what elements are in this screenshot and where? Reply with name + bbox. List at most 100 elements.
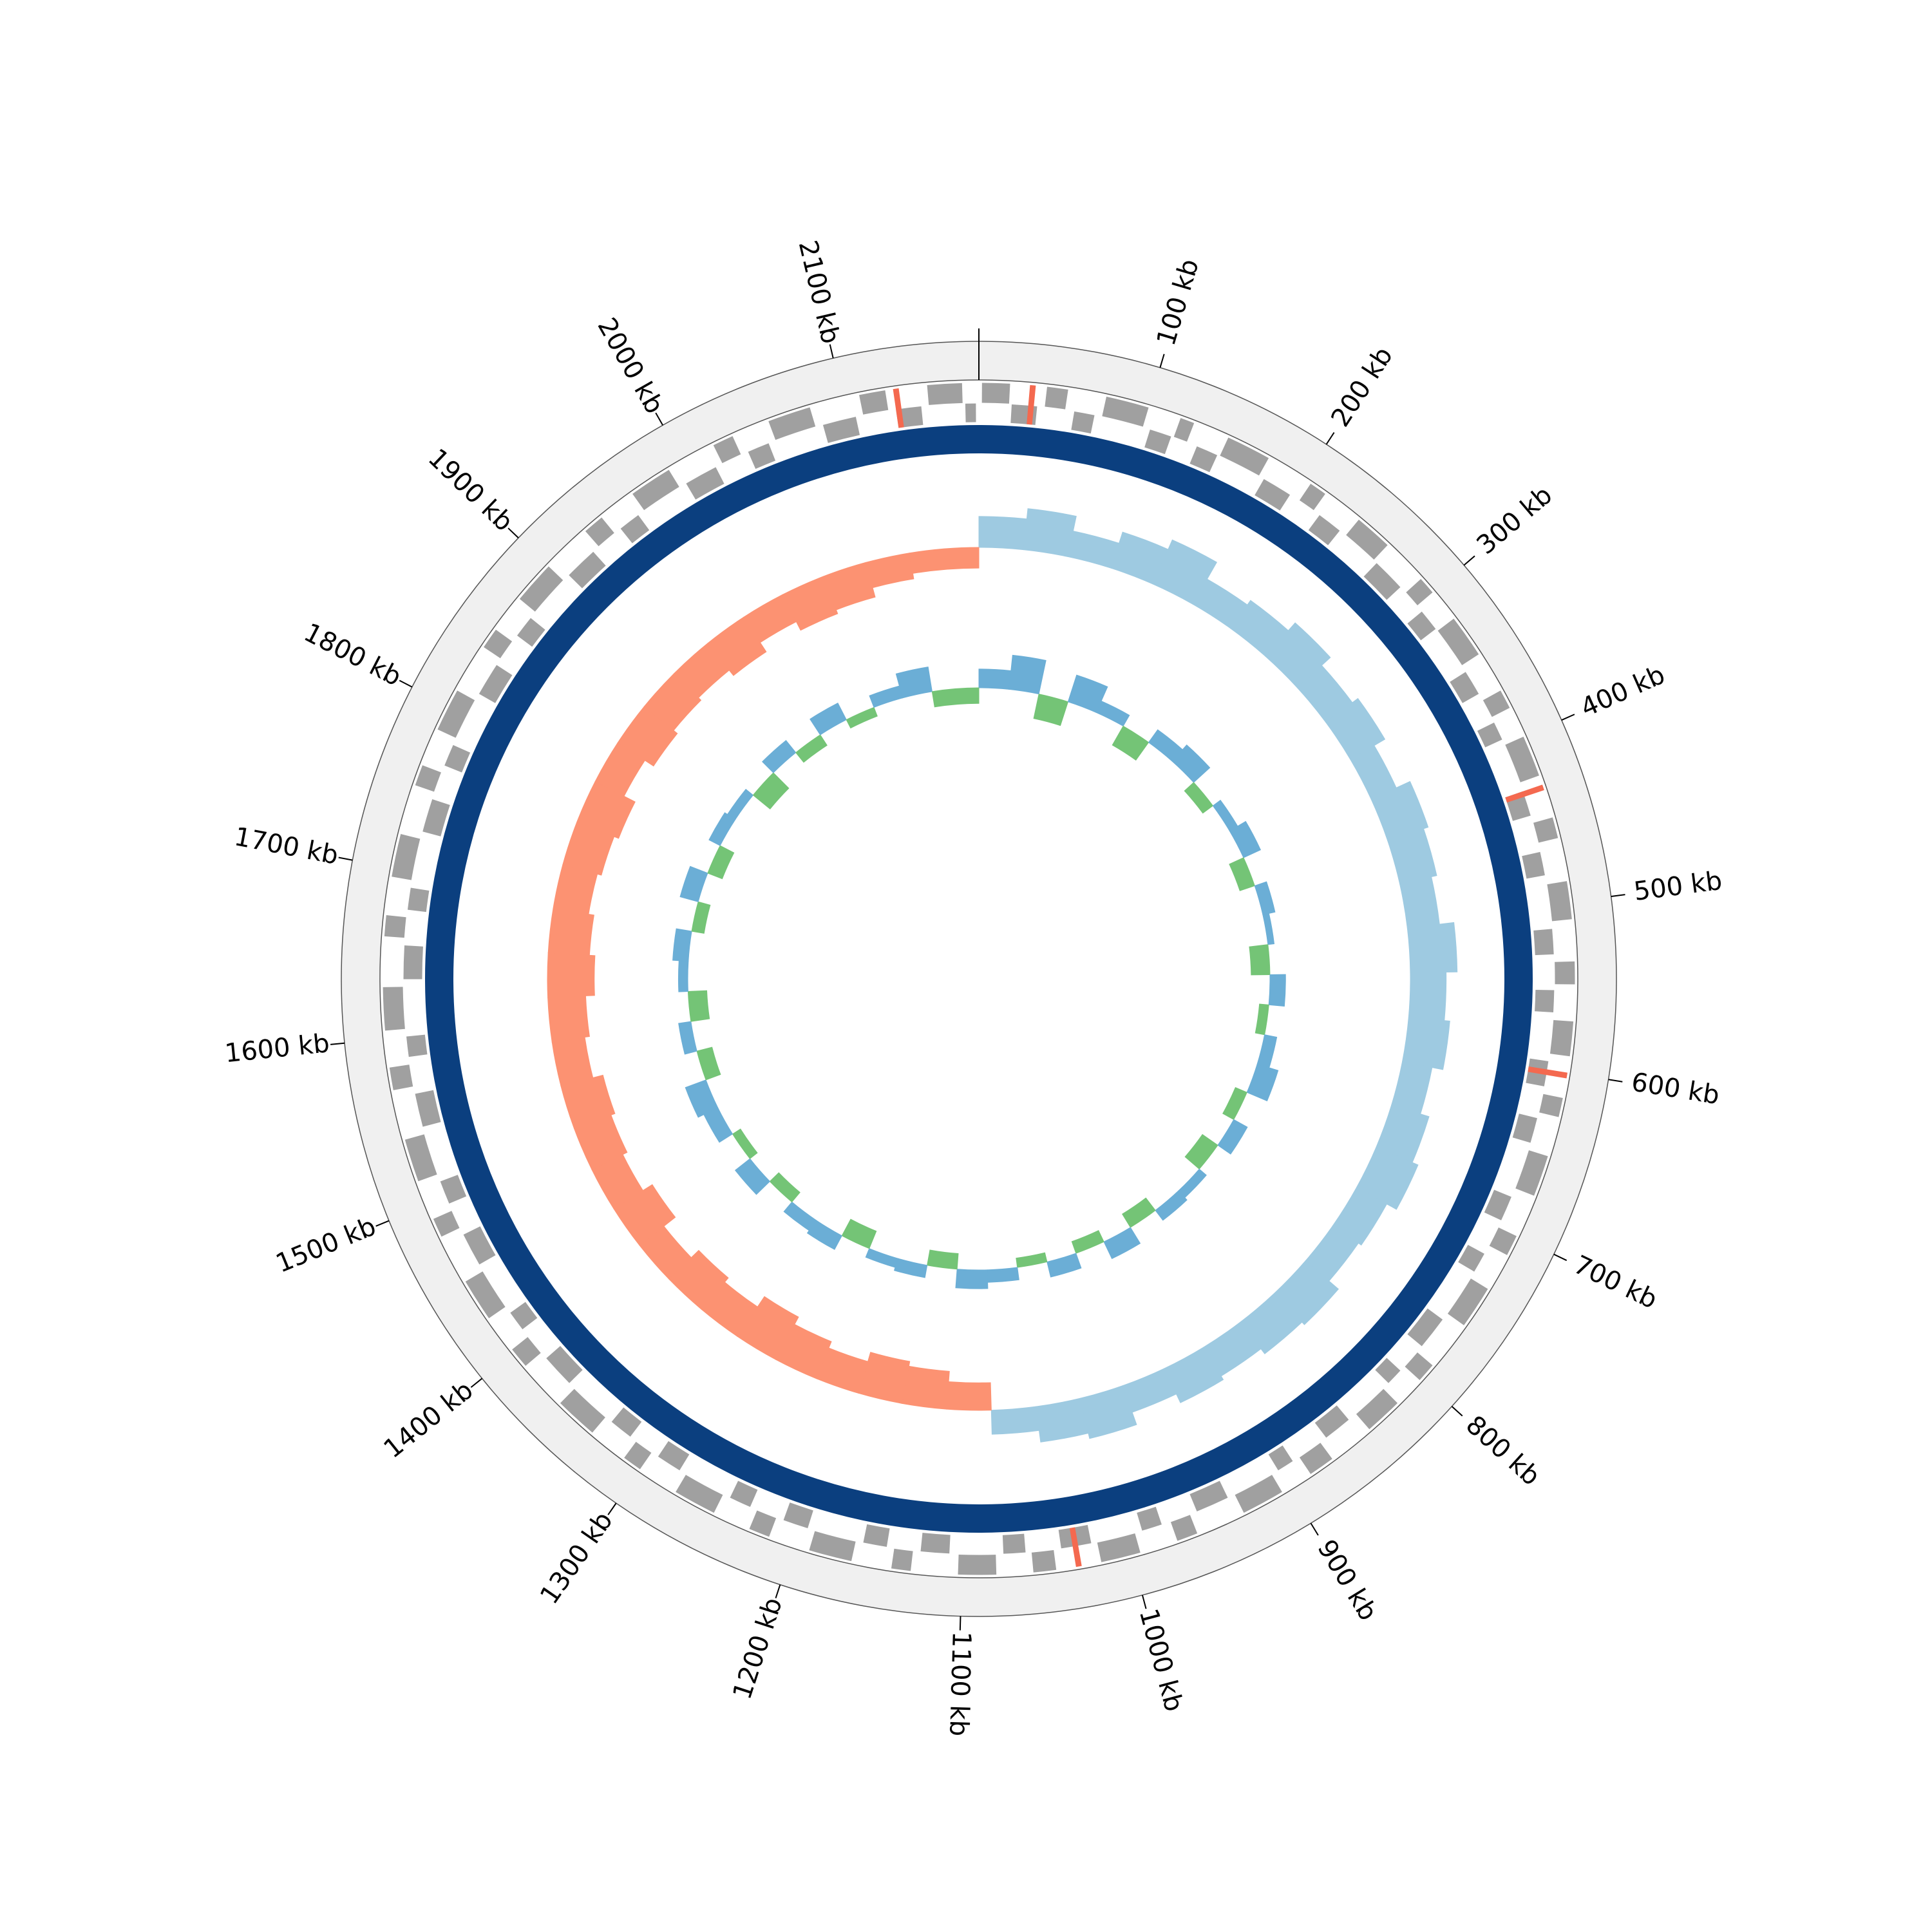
gene	[569, 551, 606, 589]
gene	[1268, 1445, 1293, 1471]
gene	[809, 1531, 856, 1562]
inner-track-bar	[810, 702, 847, 735]
gene	[478, 665, 513, 703]
gene	[1299, 1443, 1332, 1474]
inner-track-bar	[927, 1249, 959, 1270]
tick-mark	[1463, 555, 1475, 566]
inner-track-bar	[726, 788, 754, 820]
gene	[1375, 1358, 1401, 1383]
inner-track-bar	[987, 1267, 1019, 1283]
gene	[1407, 611, 1436, 641]
gene	[383, 987, 405, 1031]
outer-track-bar	[1408, 972, 1447, 1021]
gene	[403, 945, 423, 980]
gene	[859, 390, 889, 415]
gene	[437, 690, 475, 738]
outer-track-bar	[902, 1365, 950, 1410]
gene	[749, 1510, 777, 1537]
gene	[1406, 579, 1433, 605]
tick-label: 900 kb	[1311, 1535, 1383, 1625]
inner-track-bar	[1009, 654, 1046, 695]
inner-track-bar	[869, 685, 904, 708]
gene	[686, 467, 724, 500]
gene	[1437, 618, 1479, 665]
gene	[1405, 1352, 1433, 1380]
gene	[927, 383, 963, 405]
gene	[1346, 519, 1388, 560]
inner-track-bar	[1222, 1087, 1247, 1121]
outer-track-bar	[1391, 1061, 1433, 1115]
gene	[1027, 384, 1036, 425]
gene	[1189, 1481, 1228, 1511]
inner-track-bar	[678, 1021, 697, 1055]
gene	[1220, 437, 1269, 476]
inner-track-bar	[752, 772, 790, 810]
gene	[1535, 989, 1555, 1012]
gene	[1173, 418, 1195, 442]
tick-label: 1800 kb	[299, 618, 406, 692]
gene	[407, 887, 430, 913]
gene	[585, 517, 614, 547]
gene	[1484, 1189, 1511, 1220]
tick-mark	[1553, 1253, 1567, 1262]
gene	[1031, 1549, 1057, 1573]
inner-track-bar	[1268, 974, 1286, 1007]
inner-track-bar	[707, 845, 735, 880]
outer-track-bar	[822, 562, 876, 611]
gene	[406, 1034, 428, 1057]
tick-label: 1300 kb	[535, 1506, 619, 1609]
tick-mark	[775, 1584, 781, 1598]
gene	[1189, 446, 1218, 473]
inner-track-bar	[677, 960, 689, 992]
outer-track-bar	[551, 1037, 594, 1086]
inner-track-bar	[795, 734, 828, 763]
inner-track-bar	[703, 1107, 734, 1143]
gene	[611, 1407, 642, 1437]
gene	[1071, 411, 1095, 434]
gene	[560, 1388, 605, 1433]
inner-track-bar	[762, 740, 797, 773]
gene	[1533, 929, 1554, 956]
feature-ring	[425, 425, 1533, 1533]
gene	[1482, 690, 1510, 717]
tick-mark	[338, 857, 353, 861]
gene	[1539, 1094, 1563, 1117]
gene	[415, 765, 441, 792]
gene	[1450, 672, 1479, 703]
gene	[1505, 736, 1539, 782]
outer-track-bar	[643, 672, 702, 731]
inner-track-bar	[1095, 700, 1130, 727]
inner-track-bar	[1046, 1253, 1082, 1278]
inner-track-bar	[708, 812, 736, 846]
gene	[893, 388, 904, 428]
inner-track-bar	[1184, 782, 1214, 814]
tick-label: 1400 kb	[379, 1376, 479, 1464]
outer-track-bar	[613, 1184, 676, 1246]
inner-track-bar	[1122, 1197, 1156, 1228]
outer-track-bar	[547, 907, 594, 956]
outer-track-bar	[909, 547, 980, 574]
tick-label: 2100 kb	[793, 238, 846, 346]
tick-label: 500 kb	[1632, 866, 1723, 907]
gene	[404, 1134, 437, 1182]
inner-track-bar	[1071, 1230, 1104, 1254]
tick-mark	[1608, 1079, 1623, 1083]
inner-track-bar	[691, 901, 711, 934]
inner-track-bar	[679, 866, 708, 902]
gene	[463, 1226, 496, 1265]
inner-track-bar	[841, 1218, 877, 1249]
tick-label: 1600 kb	[223, 1028, 331, 1068]
gene	[620, 515, 650, 544]
gene	[1528, 1066, 1567, 1079]
gene	[1097, 1533, 1141, 1562]
inner-track-bar	[846, 706, 878, 729]
outer-track-bar	[1406, 922, 1458, 973]
tick-mark	[1141, 1595, 1147, 1609]
inner-track-bar	[783, 1201, 817, 1231]
inner-track-bar	[1184, 1133, 1218, 1170]
outer-track-bar	[1067, 530, 1120, 569]
gene	[783, 1502, 813, 1529]
gene	[444, 744, 471, 773]
